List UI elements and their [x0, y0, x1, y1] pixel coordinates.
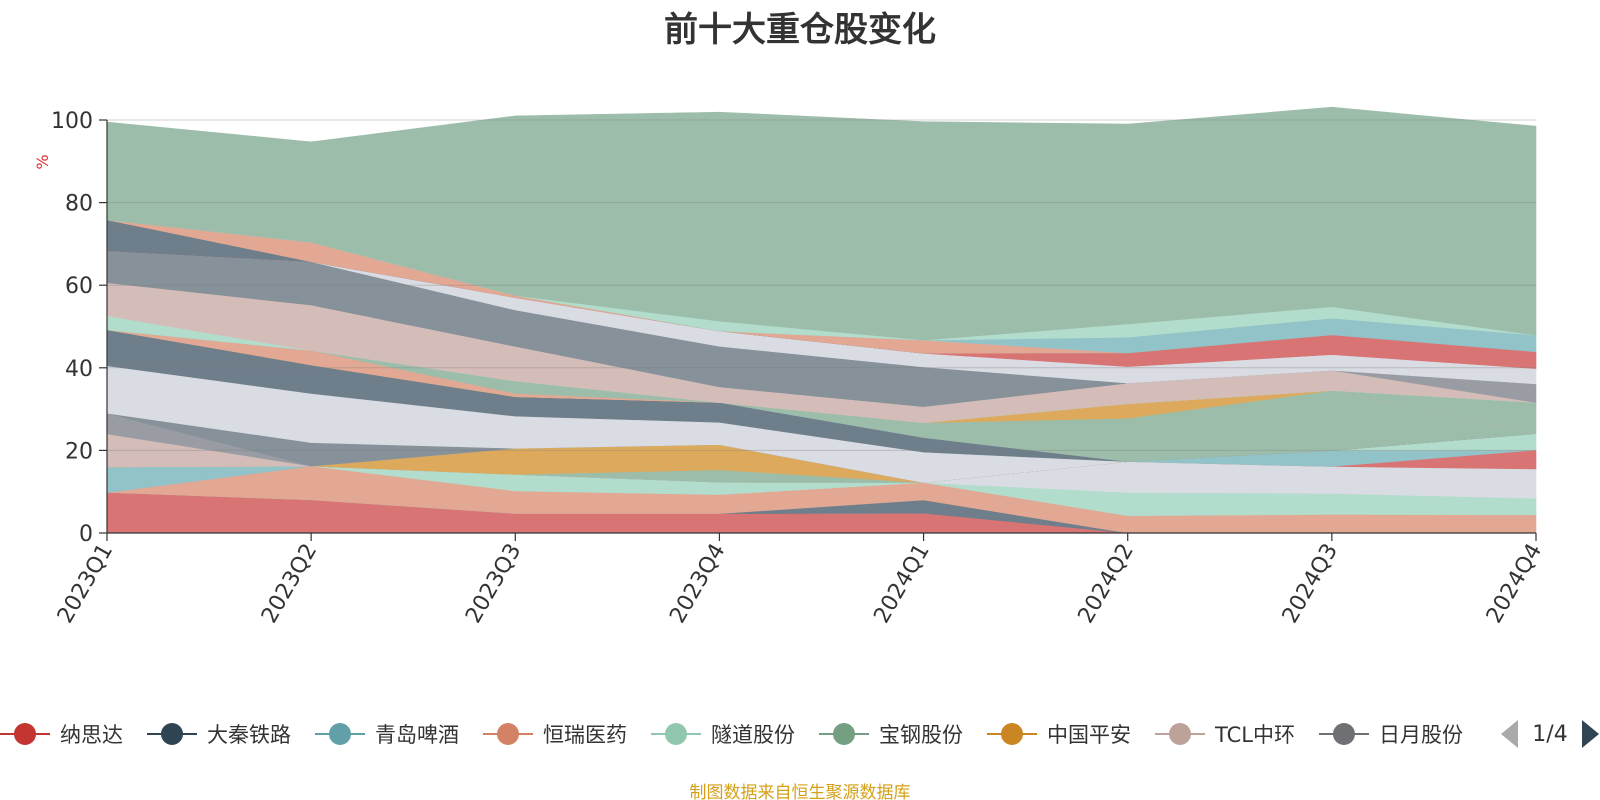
x-tick-label: 2023Q4 — [665, 540, 730, 628]
legend-label: TCL中环 — [1214, 723, 1295, 747]
data-source-note: 制图数据来自恒生聚源数据库 — [689, 783, 911, 800]
y-tick-label: 60 — [65, 274, 93, 299]
legend-label: 中国平安 — [1047, 723, 1131, 747]
pager-prev-icon[interactable] — [1501, 720, 1518, 748]
legend-label: 青岛啤酒 — [375, 723, 459, 747]
legend-item[interactable]: 宝钢股份 — [819, 723, 963, 747]
y-tick-label: 80 — [65, 192, 93, 217]
pager-next-icon[interactable] — [1582, 720, 1599, 748]
legend-item[interactable]: 中国平安 — [987, 723, 1131, 747]
legend-circle-icon — [161, 723, 183, 745]
legend-circle-icon — [329, 723, 351, 745]
legend-pager: 1/4 — [1501, 720, 1599, 748]
chart-title: 前十大重仓股变化 — [664, 10, 936, 50]
legend-label: 日月股份 — [1379, 723, 1463, 747]
area-series-31 — [106, 106, 1537, 341]
legend: 纳思达 大秦铁路 青岛啤酒 恒瑞医药 隧道股份 宝钢股份 中国平安 TCL中环 日月股份 — [0, 723, 1463, 747]
legend-circle-icon — [497, 723, 519, 745]
area-layers — [106, 106, 1537, 534]
y-axis-unit: % — [33, 154, 52, 169]
legend-label: 纳思达 — [60, 723, 123, 747]
legend-circle-icon — [665, 723, 687, 745]
legend-circle-icon — [1001, 723, 1023, 745]
grid-lines — [107, 119, 1536, 451]
legend-item[interactable]: 纳思达 — [0, 723, 123, 747]
legend-item[interactable]: 大秦铁路 — [147, 723, 291, 747]
legend-label: 宝钢股份 — [879, 723, 963, 747]
y-tick-label: 100 — [51, 109, 93, 134]
legend-item[interactable]: 日月股份 — [1318, 723, 1463, 747]
y-tick-label: 0 — [79, 522, 93, 547]
legend-label: 大秦铁路 — [207, 723, 291, 747]
legend-label: 恒瑞医药 — [543, 723, 627, 747]
pager-page-label: 1/4 — [1532, 722, 1567, 747]
legend-circle-icon — [1169, 723, 1191, 745]
x-tick-label: 2024Q1 — [869, 540, 934, 628]
x-tick-label: 2024Q3 — [1278, 540, 1343, 628]
legend-item[interactable]: TCL中环 — [1155, 723, 1295, 747]
legend-item[interactable]: 恒瑞医药 — [483, 723, 627, 747]
y-tick-label: 20 — [65, 439, 93, 464]
x-tick-label: 2023Q2 — [257, 540, 322, 628]
legend-item[interactable]: 青岛啤酒 — [315, 723, 459, 747]
legend-item[interactable]: 隧道股份 — [651, 723, 795, 747]
legend-circle-icon — [833, 723, 855, 745]
legend-circle-icon — [1332, 723, 1355, 745]
legend-label: 隧道股份 — [711, 723, 795, 747]
y-tick-label: 40 — [65, 357, 93, 382]
legend-circle-icon — [14, 723, 36, 745]
x-tick-label: 2024Q2 — [1074, 540, 1139, 628]
x-tick-label: 2024Q4 — [1482, 540, 1547, 628]
x-tick-label: 2023Q1 — [53, 540, 118, 628]
x-tick-label: 2023Q3 — [461, 540, 526, 628]
